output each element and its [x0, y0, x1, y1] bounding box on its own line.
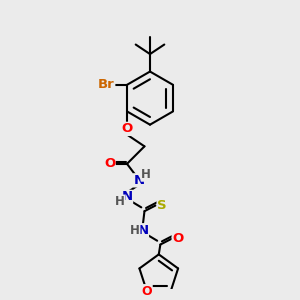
- Text: O: O: [122, 122, 133, 135]
- Text: N: N: [134, 174, 145, 187]
- Text: H: H: [115, 195, 125, 208]
- Text: O: O: [142, 285, 152, 298]
- Text: N: N: [122, 190, 133, 203]
- Text: Br: Br: [98, 78, 115, 91]
- Text: N: N: [137, 224, 148, 237]
- Text: H: H: [130, 224, 140, 237]
- Text: S: S: [157, 199, 167, 212]
- Text: H: H: [141, 168, 151, 181]
- Text: O: O: [172, 232, 184, 245]
- Text: O: O: [104, 157, 115, 170]
